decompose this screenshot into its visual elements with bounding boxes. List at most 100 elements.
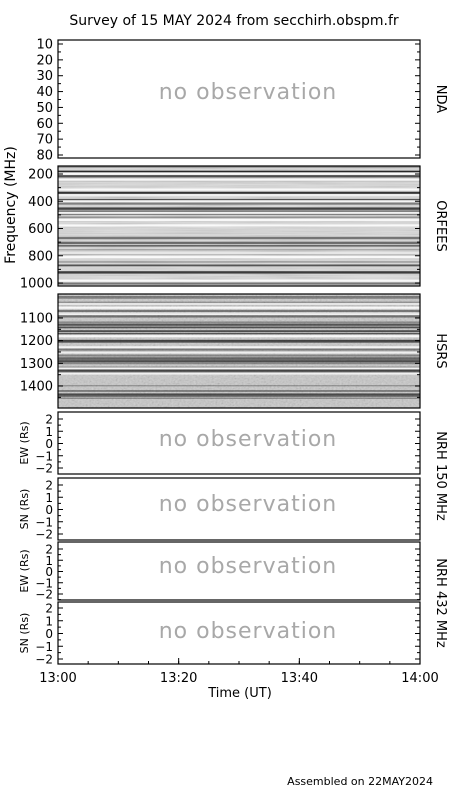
spectrum-dark-line bbox=[58, 207, 420, 210]
panel-hsrs-bands bbox=[58, 295, 420, 399]
spectrum-dark-line bbox=[58, 332, 420, 335]
spectrum-dark-line bbox=[58, 213, 420, 216]
panel-hsrs-frame bbox=[57, 293, 421, 409]
spectrum-dark-line bbox=[58, 357, 420, 360]
assembled-footer: Assembled on 22MAY2024 bbox=[287, 775, 433, 788]
ytick-label: 80 bbox=[36, 149, 53, 164]
ytick-label: 600 bbox=[28, 222, 53, 237]
spectrum-bright-band bbox=[58, 193, 420, 197]
ytick-label: 400 bbox=[28, 195, 53, 210]
spectrum-bright-band bbox=[58, 306, 420, 309]
ytick-label: −1 bbox=[35, 576, 53, 590]
ytick-label: 2 bbox=[45, 543, 53, 557]
spectrum-dark-line bbox=[58, 397, 420, 399]
panel-nrh150-sn-status: no observation bbox=[159, 492, 338, 517]
ytick-label: 1 bbox=[45, 614, 53, 628]
spectrum-dark-line bbox=[58, 166, 420, 168]
ytick-label: 10 bbox=[36, 38, 53, 53]
spectrum-dark-line bbox=[58, 244, 420, 247]
panel-hsrs-label: HSRS bbox=[433, 333, 448, 368]
panel-hsrs: HSRS 1100 1200 1300 1400 bbox=[20, 293, 448, 409]
ytick-label: 800 bbox=[28, 249, 53, 264]
spectrum-dark-line bbox=[58, 301, 420, 304]
ytick-label: 70 bbox=[36, 133, 53, 148]
spectrum-bright-band bbox=[58, 351, 420, 354]
x-axis: 13:00 13:20 13:40 14:00 bbox=[39, 658, 439, 686]
spectrum-dark-line bbox=[58, 175, 420, 178]
ytick-label: 1 bbox=[45, 425, 53, 439]
panel-nrh432-ew-status: no observation bbox=[159, 554, 338, 579]
spectrum-dark-line bbox=[58, 370, 420, 373]
ytick-label: 0 bbox=[45, 503, 53, 517]
spectrum-dark-line bbox=[58, 192, 420, 195]
spectrum-dark-line bbox=[58, 236, 420, 240]
spectrum-dark-line bbox=[58, 359, 420, 362]
panel-nda-label: NDA bbox=[433, 85, 448, 114]
panel-nrh432-sn: no observation SN (Rs) 210−1−2 bbox=[18, 601, 421, 667]
spectrum-bright-band bbox=[58, 302, 420, 306]
spectrum-dark-line bbox=[58, 359, 420, 361]
spectrum-bright-band bbox=[58, 279, 420, 282]
ytick-label: 0 bbox=[45, 627, 53, 641]
spectrum-dark-line bbox=[58, 297, 420, 299]
spectrum-dark-line bbox=[58, 191, 420, 193]
panel-nrh150-sn: no observation SN (Rs) 210−1−2 bbox=[18, 477, 421, 542]
spectrum-dark-line bbox=[58, 366, 420, 368]
spectrum-bright-band bbox=[58, 312, 420, 316]
ytick-label: 50 bbox=[36, 101, 53, 116]
spectrum-dark-line bbox=[58, 261, 420, 263]
ytick-label: −1 bbox=[35, 515, 53, 529]
panel-orfees: ORFEES 200 400 600 800 1000 bbox=[20, 165, 448, 292]
panel-nda-status: no observation bbox=[159, 80, 338, 105]
panel-nrh150-ew-status: no observation bbox=[159, 427, 338, 452]
ytick-label: 30 bbox=[36, 69, 53, 84]
spectrum-dark-line bbox=[58, 323, 420, 326]
ytick-label: 1200 bbox=[20, 334, 53, 349]
spectrum-dark-line bbox=[58, 241, 420, 244]
panel-nrh432-ew: no observation EW (Rs) 210−1−2 bbox=[18, 541, 421, 602]
ytick-label: 60 bbox=[36, 117, 53, 132]
spectrum-dark-line bbox=[58, 170, 420, 173]
panel-nda-frame bbox=[57, 39, 421, 159]
spectrum-dark-line bbox=[58, 339, 420, 342]
ytick-label: −2 bbox=[35, 528, 53, 542]
spectrum-dark-line bbox=[58, 369, 420, 371]
x-axis-label: Time (UT) bbox=[207, 686, 272, 701]
xtick-label: 13:40 bbox=[281, 671, 318, 686]
ytick-label: −2 bbox=[35, 462, 53, 476]
ytick-label: 2 bbox=[45, 479, 53, 493]
panel-nrh432-sn-ylabel: SN (Rs) bbox=[18, 613, 31, 654]
spectrum-bright-band bbox=[58, 178, 420, 181]
spectrum-bright-band bbox=[58, 346, 420, 349]
spectrum-dark-line bbox=[58, 198, 420, 201]
spectrum-bright-band bbox=[58, 218, 420, 221]
spectrum-dark-line bbox=[58, 393, 420, 395]
spectrum-dark-line bbox=[58, 216, 420, 219]
panel-nrh150-sn-yticks: 210−1−2 bbox=[35, 479, 420, 542]
spectrum-dark-line bbox=[58, 264, 420, 267]
xtick-label: 14:00 bbox=[401, 671, 438, 686]
spectrum-bright-band bbox=[58, 224, 420, 227]
spectrum-dark-line bbox=[58, 330, 420, 333]
spectrum-dark-line bbox=[58, 394, 420, 396]
ytick-label: 1 bbox=[45, 554, 53, 568]
spectrum-bright-band bbox=[58, 188, 420, 191]
panel-nrh150-sn-frame bbox=[57, 477, 421, 541]
ytick-label: −1 bbox=[35, 640, 53, 654]
ytick-label: 2 bbox=[45, 602, 53, 616]
spectrum-dark-line bbox=[58, 282, 420, 285]
ytick-label: 0 bbox=[45, 437, 53, 451]
panel-hsrs-yticks: 1100 1200 1300 1400 bbox=[20, 312, 420, 398]
ytick-label: 1 bbox=[45, 491, 53, 505]
spectrum-dark-line bbox=[58, 272, 420, 274]
spectrum-dark-line bbox=[58, 361, 420, 363]
spectrum-dark-line bbox=[58, 310, 420, 312]
spectrum-dark-line bbox=[58, 394, 420, 397]
ytick-label: 1100 bbox=[20, 312, 53, 327]
spectrum-dark-line bbox=[58, 348, 420, 351]
panel-orfees-bands bbox=[58, 166, 420, 285]
panel-nrh432-sn-yticks: 210−1−2 bbox=[35, 602, 420, 667]
spectrum-dark-line bbox=[58, 249, 420, 251]
